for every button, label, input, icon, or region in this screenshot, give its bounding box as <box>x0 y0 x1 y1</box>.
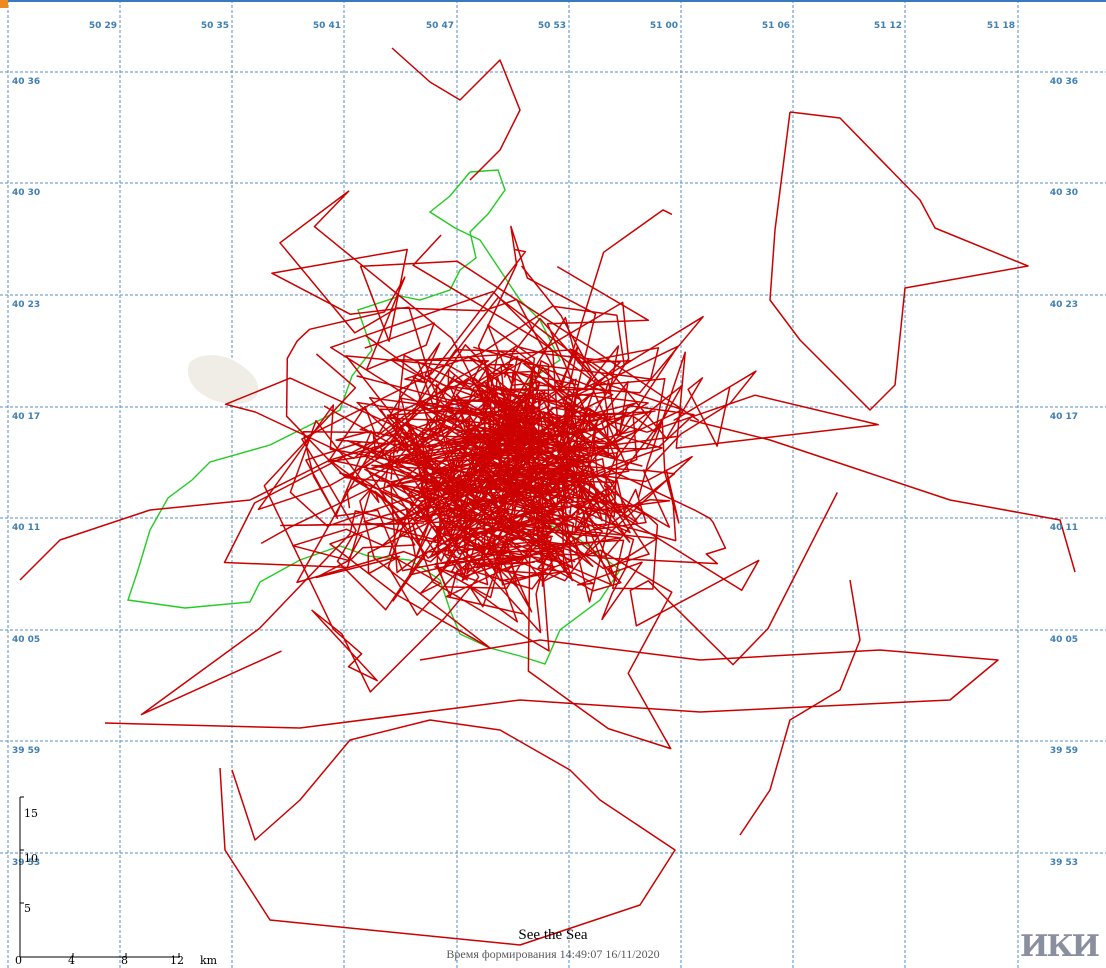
latitude-label-left: 40 11 <box>12 523 40 533</box>
drift-track-excursion <box>301 248 695 611</box>
latitude-label-left: 39 53 <box>12 858 40 868</box>
latitude-label-right: 39 53 <box>1050 858 1078 868</box>
latitude-label-left: 40 17 <box>12 412 40 422</box>
drift-track <box>445 502 525 615</box>
drift-track <box>387 471 534 616</box>
drift-track <box>471 357 530 569</box>
drift-track <box>401 426 525 542</box>
latitude-label-right: 40 11 <box>1050 523 1078 533</box>
drift-track <box>459 440 575 539</box>
latitude-label-right: 40 05 <box>1050 635 1078 645</box>
outer-track-southwest <box>104 639 999 729</box>
scale-htick-0: 0 <box>15 954 22 967</box>
drift-track-excursion <box>546 407 671 603</box>
latitude-label-right: 39 59 <box>1050 746 1078 756</box>
drift-track-excursion <box>410 378 684 495</box>
drift-track-excursion <box>140 510 425 716</box>
longitude-label-top: 51 18 <box>987 21 1015 31</box>
scale-htick-4: 4 <box>68 954 75 967</box>
latitude-label-left: 40 23 <box>12 300 40 310</box>
latitude-label-right: 40 30 <box>1050 188 1078 198</box>
scale-htick-12: 12 <box>170 954 184 967</box>
drift-track-excursion <box>390 354 659 592</box>
latitude-label-right: 40 23 <box>1050 300 1078 310</box>
red-drift-tracks <box>19 47 1076 946</box>
scale-htick-8: 8 <box>121 954 128 967</box>
latitude-label-left: 40 36 <box>12 77 40 87</box>
drift-track <box>528 393 680 542</box>
latitude-label-left: 40 05 <box>12 635 40 645</box>
scale-bar: 15 10 5 0 4 8 12 km <box>15 796 218 967</box>
drift-track <box>372 397 506 493</box>
longitude-label-top: 50 53 <box>538 21 566 31</box>
longitude-label-top: 50 35 <box>201 21 229 31</box>
drift-track-excursion <box>443 351 879 539</box>
drift-track-excursion <box>271 248 700 422</box>
top-border <box>0 0 1106 2</box>
drift-track-excursion <box>473 301 838 666</box>
drift-track-excursion <box>289 419 482 584</box>
generation-timestamp: Время формирования 14:49:07 16/11/2020 <box>446 947 660 961</box>
outer-track-east <box>689 419 1076 573</box>
drift-track-excursion <box>329 290 562 506</box>
iki-logo: ИКИ <box>1020 929 1100 964</box>
drift-track-excursion <box>518 449 727 565</box>
scale-vtick-5: 5 <box>24 902 31 915</box>
grid-labels: 50 29 50 35 50 41 50 47 50 53 51 00 51 06 51 12… <box>12 21 1078 868</box>
drift-track <box>461 378 577 553</box>
longitude-label-top: 50 47 <box>426 21 454 31</box>
outer-track-southeast <box>739 579 861 836</box>
scale-vtick-10: 10 <box>24 852 38 865</box>
drift-track-excursion <box>224 265 594 460</box>
island-shape <box>187 355 259 405</box>
latitude-label-right: 40 17 <box>1050 412 1078 422</box>
scale-vtick-15: 15 <box>24 807 38 820</box>
map-title: See the Sea <box>518 927 588 943</box>
drift-track <box>419 396 609 504</box>
outer-loop-east <box>769 111 1029 411</box>
drift-track-excursion <box>387 431 673 750</box>
latitude-label-right: 40 36 <box>1050 77 1078 87</box>
longitude-label-top: 51 06 <box>762 21 790 31</box>
drift-track-excursion <box>329 399 545 650</box>
drift-track <box>448 469 603 613</box>
drift-track-excursion <box>377 316 575 559</box>
longitude-label-top: 50 29 <box>89 21 117 31</box>
longitude-label-top: 50 41 <box>313 21 341 31</box>
longitude-label-top: 51 12 <box>874 21 902 31</box>
land-area <box>187 355 259 405</box>
outer-track-north <box>391 47 521 181</box>
drift-track <box>437 345 666 506</box>
outer-loop-south <box>219 719 676 946</box>
outer-track-west <box>19 439 401 581</box>
corner-marker <box>0 0 8 8</box>
drift-track-excursion <box>263 353 612 693</box>
longitude-label-top: 51 00 <box>650 21 678 31</box>
latitude-label-left: 40 30 <box>12 188 40 198</box>
drift-track-excursion <box>257 234 605 511</box>
drift-track-excursion <box>425 265 650 563</box>
latitude-label-left: 39 59 <box>12 746 40 756</box>
scale-unit: km <box>200 954 218 967</box>
drift-track-excursion <box>392 499 659 602</box>
